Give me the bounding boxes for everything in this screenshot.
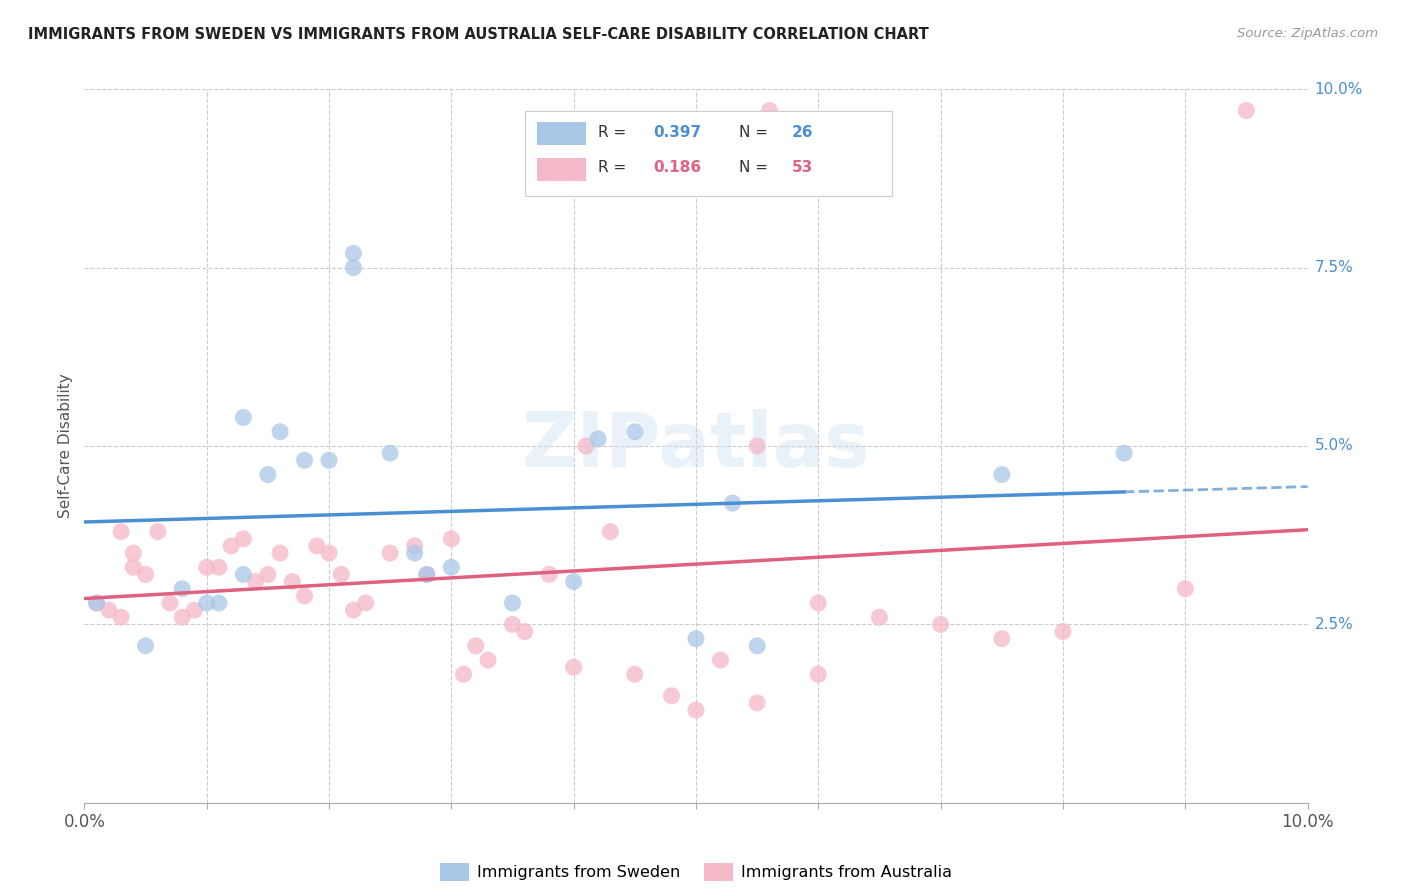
FancyBboxPatch shape <box>524 111 891 196</box>
Point <box>709 653 731 667</box>
Point <box>464 639 486 653</box>
Point <box>502 617 524 632</box>
Text: 10.0%: 10.0% <box>1315 82 1362 96</box>
Point <box>747 639 769 653</box>
Y-axis label: Self-Care Disability: Self-Care Disability <box>58 374 73 518</box>
Point <box>624 425 647 439</box>
Point <box>404 539 426 553</box>
Point <box>440 532 463 546</box>
Point <box>586 432 609 446</box>
Point <box>807 667 830 681</box>
Point <box>305 539 328 553</box>
Point <box>269 546 291 560</box>
Point <box>440 560 463 574</box>
Text: 7.5%: 7.5% <box>1315 260 1354 275</box>
Point <box>513 624 536 639</box>
Point <box>685 632 707 646</box>
Point <box>624 667 647 681</box>
Point <box>172 610 194 624</box>
Point <box>146 524 169 539</box>
Point <box>342 603 364 617</box>
Point <box>453 667 475 681</box>
Point <box>294 453 316 467</box>
Text: 5.0%: 5.0% <box>1315 439 1354 453</box>
Point <box>562 660 585 674</box>
Point <box>721 496 744 510</box>
Point <box>477 653 499 667</box>
Point <box>232 567 254 582</box>
Point <box>354 596 377 610</box>
Text: R =: R = <box>598 161 631 175</box>
Point <box>183 603 205 617</box>
Legend: Immigrants from Sweden, Immigrants from Australia: Immigrants from Sweden, Immigrants from … <box>433 856 959 888</box>
Point <box>318 546 340 560</box>
Point <box>575 439 598 453</box>
Text: 0.397: 0.397 <box>654 125 702 139</box>
Point <box>342 260 364 275</box>
Text: N =: N = <box>738 125 773 139</box>
Text: N =: N = <box>738 161 773 175</box>
Point <box>208 596 231 610</box>
Point <box>342 246 364 260</box>
Point <box>269 425 291 439</box>
Point <box>747 439 769 453</box>
Point <box>380 546 402 560</box>
Point <box>1234 103 1257 118</box>
Point <box>991 467 1014 482</box>
Point <box>195 560 218 574</box>
Point <box>195 596 218 610</box>
Point <box>1114 446 1136 460</box>
Point <box>245 574 267 589</box>
Text: 26: 26 <box>792 125 813 139</box>
Point <box>380 446 402 460</box>
Point <box>135 639 157 653</box>
Point <box>869 610 891 624</box>
Point <box>661 689 683 703</box>
Point <box>172 582 194 596</box>
Point <box>97 603 120 617</box>
Point <box>86 596 108 610</box>
Point <box>219 539 242 553</box>
Point <box>257 567 280 582</box>
Text: 2.5%: 2.5% <box>1315 617 1354 632</box>
Point <box>929 617 952 632</box>
Point <box>135 567 157 582</box>
Point <box>232 410 254 425</box>
Point <box>110 524 132 539</box>
Point <box>318 453 340 467</box>
Point <box>991 632 1014 646</box>
Point <box>1052 624 1074 639</box>
Text: ZIPatlas: ZIPatlas <box>522 409 870 483</box>
Point <box>416 567 439 582</box>
Point <box>807 596 830 610</box>
Point <box>86 596 108 610</box>
Text: Source: ZipAtlas.com: Source: ZipAtlas.com <box>1237 27 1378 40</box>
Text: IMMIGRANTS FROM SWEDEN VS IMMIGRANTS FROM AUSTRALIA SELF-CARE DISABILITY CORRELA: IMMIGRANTS FROM SWEDEN VS IMMIGRANTS FRO… <box>28 27 929 42</box>
Point <box>758 103 780 118</box>
FancyBboxPatch shape <box>537 158 586 180</box>
Point <box>685 703 707 717</box>
Point <box>294 589 316 603</box>
Point <box>502 596 524 610</box>
Point <box>416 567 439 582</box>
Text: 0.186: 0.186 <box>654 161 702 175</box>
Point <box>257 467 280 482</box>
Text: R =: R = <box>598 125 631 139</box>
Point <box>208 560 231 574</box>
Point <box>232 532 254 546</box>
Point <box>562 574 585 589</box>
Point <box>1174 582 1197 596</box>
Point <box>122 546 145 560</box>
Point <box>281 574 304 589</box>
Point <box>404 546 426 560</box>
Point <box>599 524 621 539</box>
Point <box>747 696 769 710</box>
Point <box>122 560 145 574</box>
Point <box>538 567 561 582</box>
FancyBboxPatch shape <box>537 122 586 145</box>
Point <box>110 610 132 624</box>
Text: 53: 53 <box>792 161 813 175</box>
Point <box>159 596 181 610</box>
Point <box>330 567 353 582</box>
